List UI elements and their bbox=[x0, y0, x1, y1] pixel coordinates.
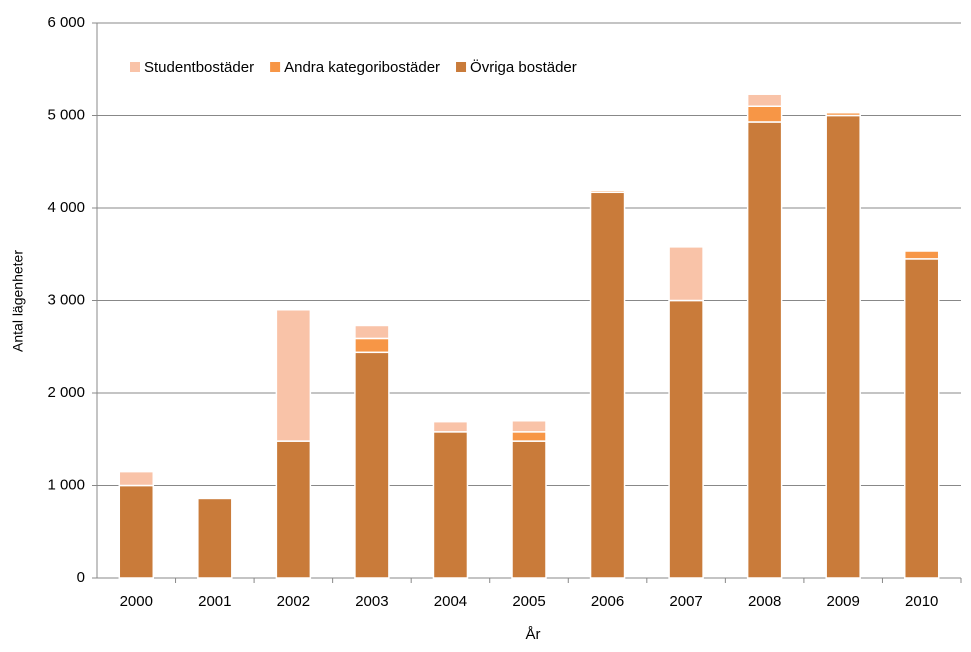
x-tick-label: 2006 bbox=[591, 593, 624, 610]
legend-swatch bbox=[456, 62, 467, 72]
legend-label: Andra kategoribostäder bbox=[284, 59, 440, 76]
bar-segment bbox=[118, 470, 155, 487]
y-tick-label: 2 000 bbox=[47, 384, 85, 401]
bar-segment bbox=[275, 309, 312, 442]
x-axis-label: År bbox=[526, 626, 541, 643]
y-tick-label: 3 000 bbox=[47, 291, 85, 308]
bar-segment bbox=[825, 114, 861, 579]
bar-segment bbox=[432, 431, 469, 579]
legend-swatch bbox=[270, 62, 281, 72]
bar-segment bbox=[275, 440, 312, 579]
y-axis-label: Antal lägenheter bbox=[10, 250, 26, 352]
bar-segment bbox=[511, 440, 547, 579]
x-tick-label: 2001 bbox=[198, 593, 231, 610]
legend-swatch bbox=[130, 62, 140, 72]
x-tick-label: 2004 bbox=[434, 593, 467, 610]
y-tick-label: 4 000 bbox=[47, 199, 85, 216]
bar-segment bbox=[589, 189, 626, 194]
bar-segment bbox=[903, 250, 940, 260]
bar-segment bbox=[432, 420, 469, 433]
bar-segment bbox=[668, 246, 704, 302]
bar-segment bbox=[197, 497, 233, 579]
legend-label: Övriga bostäder bbox=[470, 58, 577, 76]
bar-segment bbox=[354, 351, 390, 579]
x-tick-label: 2002 bbox=[277, 593, 310, 610]
x-tick-label: 2005 bbox=[512, 593, 545, 610]
bar-segment bbox=[746, 105, 783, 123]
bar-segment bbox=[668, 299, 704, 579]
x-tick-label: 2010 bbox=[905, 593, 938, 610]
y-tick-label: 6 000 bbox=[47, 14, 85, 31]
x-tick-label: 2008 bbox=[748, 593, 781, 610]
bar-segment bbox=[746, 121, 783, 579]
bar-segment bbox=[589, 191, 626, 579]
y-tick-label: 5 000 bbox=[47, 106, 85, 123]
x-tick-label: 2009 bbox=[826, 593, 859, 610]
x-tick-label: 2003 bbox=[355, 593, 388, 610]
x-tick-label: 2007 bbox=[669, 593, 702, 610]
bar-segment bbox=[746, 93, 783, 107]
bar-segment bbox=[903, 258, 940, 579]
x-tick-label: 2000 bbox=[120, 593, 153, 610]
bar-segment bbox=[354, 337, 390, 354]
legend-label: Studentbostäder bbox=[144, 59, 254, 76]
bar-segment bbox=[825, 111, 861, 117]
y-tick-label: 1 000 bbox=[47, 476, 85, 493]
bar-segment bbox=[511, 431, 547, 442]
bar-segment bbox=[511, 420, 547, 433]
bar-segment bbox=[354, 324, 390, 340]
y-tick-label: 0 bbox=[77, 569, 85, 586]
bar-segment bbox=[118, 484, 155, 579]
